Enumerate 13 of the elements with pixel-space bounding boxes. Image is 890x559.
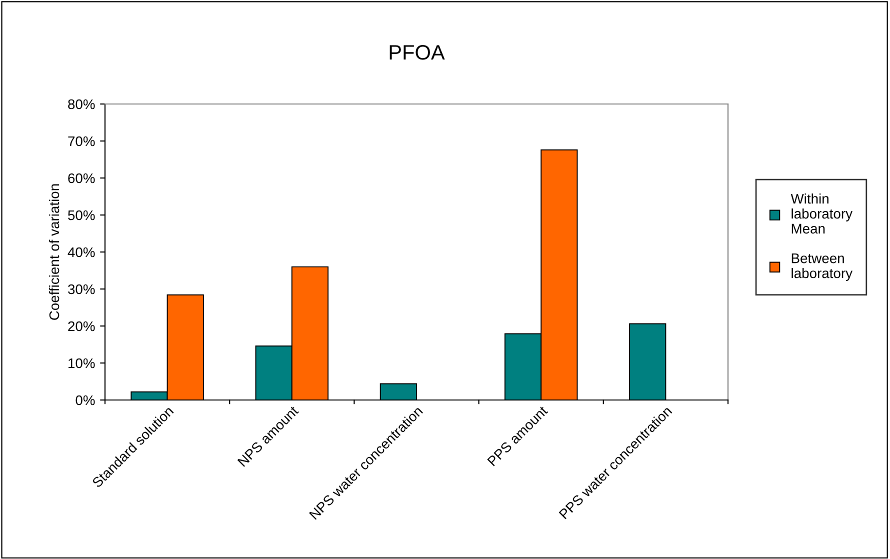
y-tick-label: 50% (68, 210, 95, 220)
legend-label: Within laboratory Mean (790, 193, 852, 234)
chart-title: PFOA (390, 45, 445, 60)
legend-label: Between laboratory (792, 254, 852, 281)
y-tick-label: 30% (68, 284, 95, 294)
y-tick-label: 80% (68, 99, 95, 110)
y-tick-label: 60% (68, 173, 95, 184)
y-tick-label: 20% (68, 321, 95, 332)
y-axis-title: Coefficient of variation (48, 184, 60, 320)
y-tick-label: 40% (68, 247, 95, 258)
y-tick-label: 0% (76, 395, 95, 406)
y-tick-label: 10% (68, 358, 95, 368)
y-tick-label: 70% (68, 136, 95, 146)
